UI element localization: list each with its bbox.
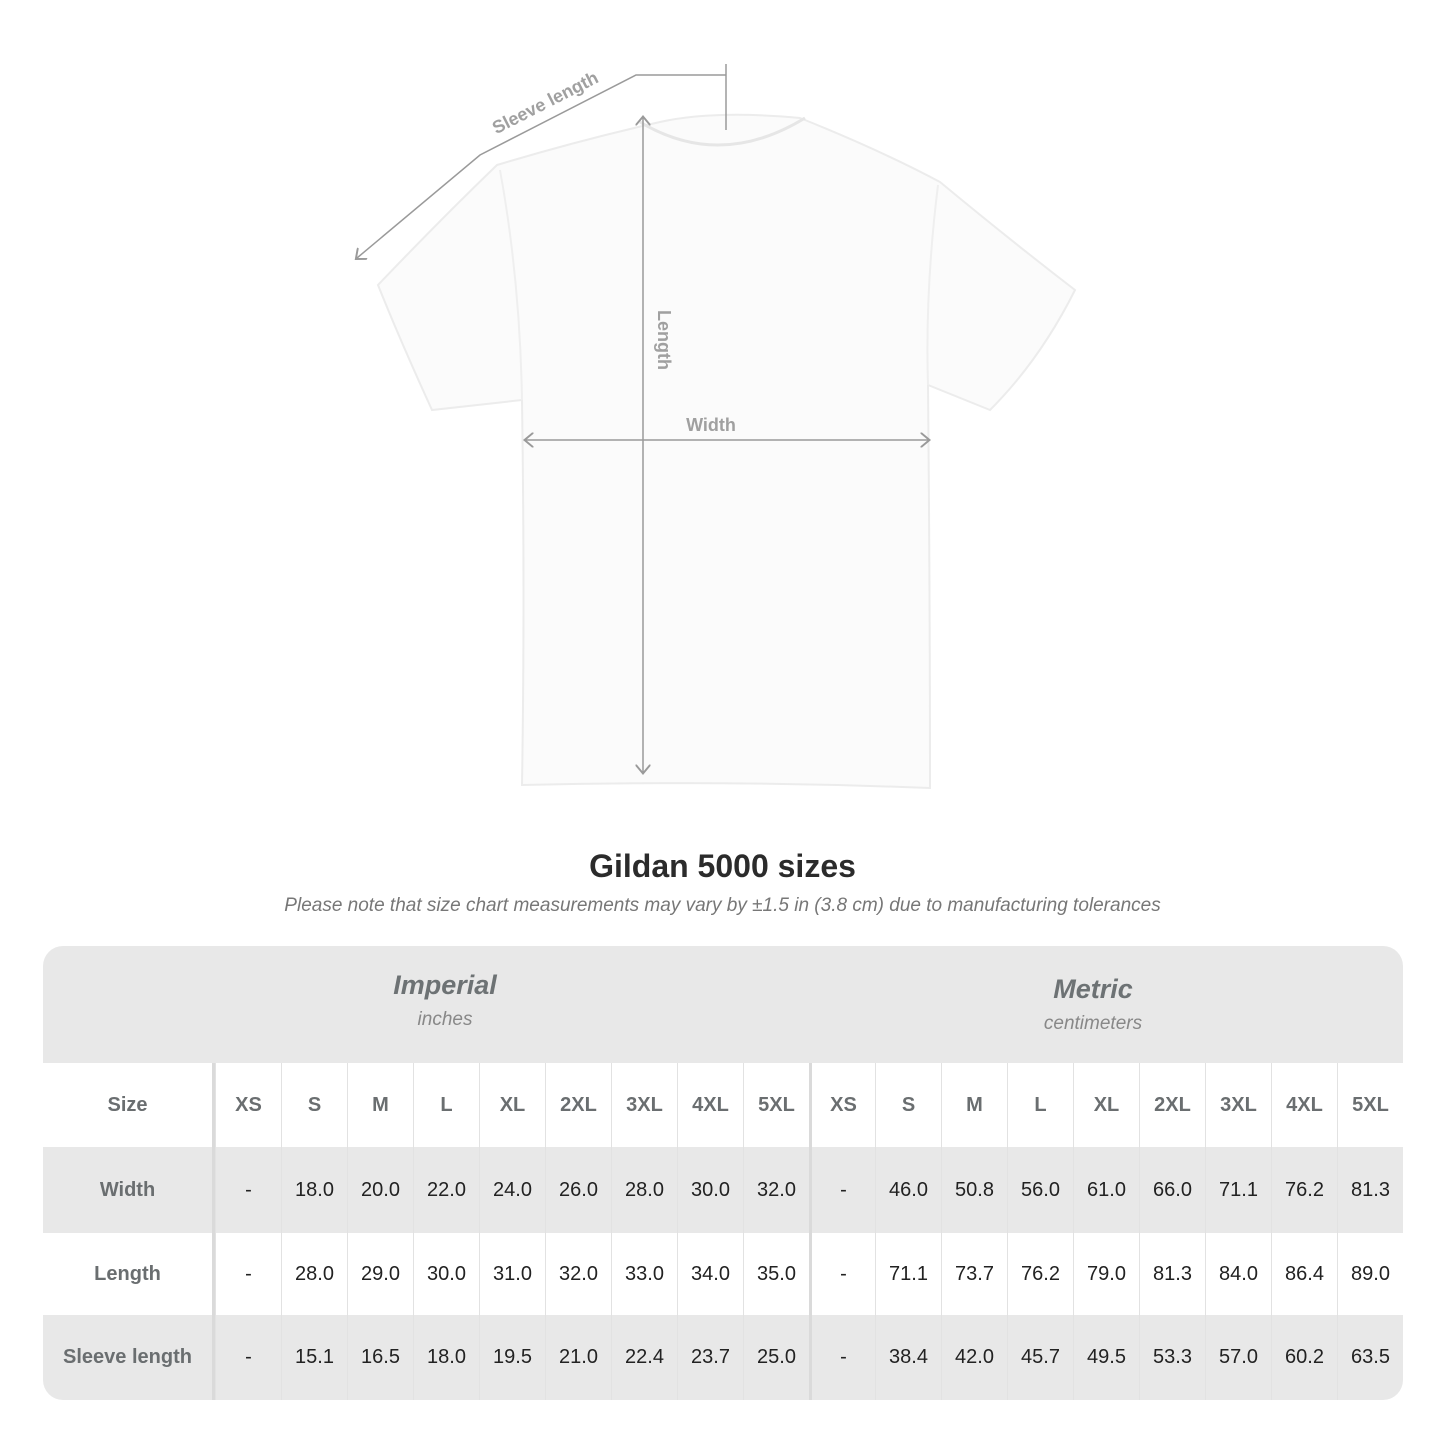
imperial-value-cell: 22.0 (413, 1147, 479, 1233)
units-header: Imperial inches Metric centimeters (43, 946, 1403, 1063)
metric-value-cell: 45.7 (1007, 1315, 1073, 1400)
imperial-value-cell: 18.0 (281, 1147, 347, 1233)
imperial-value-cell: 30.0 (677, 1147, 743, 1233)
imperial-value-cell: 18.0 (413, 1315, 479, 1400)
metric-value-cell: 49.5 (1073, 1315, 1139, 1400)
metric-size-5xl: 5XL (1337, 1063, 1403, 1147)
imperial-value-cell: 35.0 (743, 1233, 809, 1315)
metric-value-cell: 38.4 (875, 1315, 941, 1400)
size-header-row: Size XS S M L XL 2XL 3XL 4XL 5XL XS S M L XL 2XL 3XL 4XL 5… (43, 1063, 1403, 1147)
metric-value-cell: 46.0 (875, 1147, 941, 1233)
metric-size-m: M (941, 1063, 1007, 1147)
metric-value-cell: 81.3 (1139, 1233, 1205, 1315)
imperial-unit: inches (417, 1009, 473, 1030)
imperial-value-cell: 24.0 (479, 1147, 545, 1233)
size-table: Imperial inches Metric centimeters Size X… (43, 946, 1403, 1400)
sleeve-label: Sleeve length (489, 67, 601, 138)
imperial-size-xl: XL (479, 1063, 545, 1147)
metric-value-cell: 57.0 (1205, 1315, 1271, 1400)
size-header-label: Size (43, 1063, 215, 1147)
tolerance-note: Please note that size chart measurements… (284, 895, 1161, 916)
imperial-value-cell: 30.0 (413, 1233, 479, 1315)
imperial-size-s: S (281, 1063, 347, 1147)
imperial-value-cell: 21.0 (545, 1315, 611, 1400)
metric-value-cell: 61.0 (1073, 1147, 1139, 1233)
imperial-value-cell: 19.5 (479, 1315, 545, 1400)
tshirt-diagram: Sleeve length Length Width (0, 64, 1077, 790)
imperial-value-cell: 28.0 (281, 1233, 347, 1315)
imperial-header: Imperial inches (215, 970, 675, 1031)
imperial-size-5xl: 5XL (743, 1063, 809, 1147)
metric-value-cell: 42.0 (941, 1315, 1007, 1400)
metric-size-l: L (1007, 1063, 1073, 1147)
imperial-size-l: L (413, 1063, 479, 1147)
metric-value-cell: 86.4 (1271, 1233, 1337, 1315)
metric-value-cell: 73.7 (941, 1233, 1007, 1315)
imperial-value-cell: 34.0 (677, 1233, 743, 1315)
metric-title: Metric (1053, 974, 1133, 1004)
imperial-value-cell: 25.0 (743, 1315, 809, 1400)
metric-unit: centimeters (1043, 1013, 1143, 1034)
width-label: Width (686, 415, 736, 435)
metric-size-xl: XL (1073, 1063, 1139, 1147)
metric-size-xs: XS (809, 1063, 875, 1147)
sleeve-measure-line (357, 64, 727, 258)
row-label: Length (43, 1233, 215, 1315)
length-label: Length (654, 310, 674, 370)
metric-value-cell: 60.2 (1271, 1315, 1337, 1400)
imperial-size-xs: XS (215, 1063, 281, 1147)
metric-size-3xl: 3XL (1205, 1063, 1271, 1147)
metric-value-cell: 71.1 (875, 1233, 941, 1315)
imperial-value-cell: 16.5 (347, 1315, 413, 1400)
metric-size-2xl: 2XL (1139, 1063, 1205, 1147)
imperial-value-cell: 20.0 (347, 1147, 413, 1233)
metric-value-cell: 50.8 (941, 1147, 1007, 1233)
metric-value-cell: 53.3 (1139, 1315, 1205, 1400)
imperial-value-cell: 29.0 (347, 1233, 413, 1315)
imperial-size-m: M (347, 1063, 413, 1147)
metric-header: Metric centimeters (863, 974, 1323, 1035)
metric-value-cell: - (809, 1147, 875, 1233)
imperial-title: Imperial (393, 970, 497, 1000)
metric-value-cell: 81.3 (1337, 1147, 1403, 1233)
metric-value-cell: 79.0 (1073, 1233, 1139, 1315)
metric-value-cell: 89.0 (1337, 1233, 1403, 1315)
imperial-value-cell: 28.0 (611, 1147, 677, 1233)
imperial-value-cell: 26.0 (545, 1147, 611, 1233)
table-row: Length -28.0 29.0 30.0 31.0 32.0 33.0 34.0 35.0-… (43, 1233, 1403, 1315)
row-label: Width (43, 1147, 215, 1233)
imperial-size-2xl: 2XL (545, 1063, 611, 1147)
imperial-value-cell: 15.1 (281, 1315, 347, 1400)
metric-value-cell: - (809, 1315, 875, 1400)
imperial-value-cell: 32.0 (743, 1147, 809, 1233)
metric-value-cell: 84.0 (1205, 1233, 1271, 1315)
metric-size-s: S (875, 1063, 941, 1147)
imperial-value-cell: 32.0 (545, 1233, 611, 1315)
imperial-value-cell: 23.7 (677, 1315, 743, 1400)
imperial-value-cell: - (215, 1233, 281, 1315)
imperial-value-cell: 31.0 (479, 1233, 545, 1315)
imperial-value-cell: 33.0 (611, 1233, 677, 1315)
imperial-value-cell: - (215, 1147, 281, 1233)
metric-value-cell: 66.0 (1139, 1147, 1205, 1233)
imperial-size-4xl: 4XL (677, 1063, 743, 1147)
metric-value-cell: 76.2 (1007, 1233, 1073, 1315)
imperial-value-cell: 22.4 (611, 1315, 677, 1400)
metric-value-cell: - (809, 1233, 875, 1315)
imperial-value-cell: - (215, 1315, 281, 1400)
metric-value-cell: 76.2 (1271, 1147, 1337, 1233)
table-row: Sleeve length -15.1 16.5 18.0 19.5 21.0 22.4 23… (43, 1315, 1403, 1400)
imperial-size-3xl: 3XL (611, 1063, 677, 1147)
metric-value-cell: 63.5 (1337, 1315, 1403, 1400)
metric-value-cell: 56.0 (1007, 1147, 1073, 1233)
tshirt-shape (376, 113, 1077, 790)
table-row: Width -18.0 20.0 22.0 24.0 26.0 28.0 30.0 32.0-4… (43, 1147, 1403, 1233)
row-label: Sleeve length (43, 1315, 215, 1400)
metric-value-cell: 71.1 (1205, 1147, 1271, 1233)
page-title: Gildan 5000 sizes (589, 848, 856, 884)
metric-size-4xl: 4XL (1271, 1063, 1337, 1147)
